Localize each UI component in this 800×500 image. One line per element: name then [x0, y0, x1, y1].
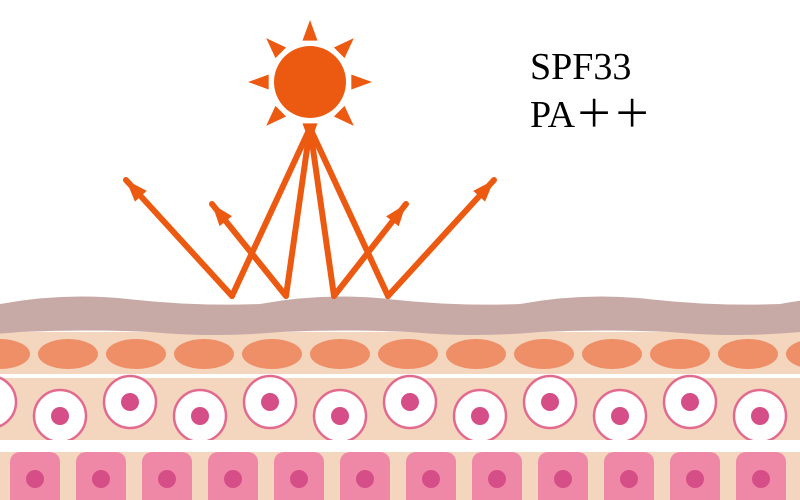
skin-sun-diagram — [0, 0, 800, 500]
diagram-stage: SPF33 PA＋＋ — [0, 0, 800, 500]
spf-label: SPF33 — [530, 44, 631, 92]
pa-label: PA＋＋ — [530, 92, 651, 140]
